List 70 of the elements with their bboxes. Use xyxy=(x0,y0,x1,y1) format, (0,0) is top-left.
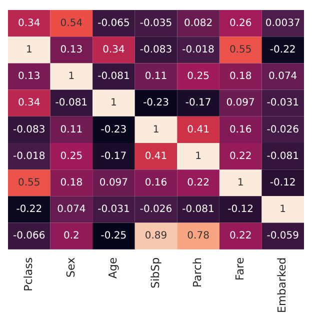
data-label: 0.22 xyxy=(229,150,252,162)
data-label: 0.11 xyxy=(60,124,83,136)
data-label: -0.026 xyxy=(266,124,299,136)
data-label: 0.18 xyxy=(60,177,83,188)
data-label: -0.12 xyxy=(228,204,254,216)
data-label: 0.41 xyxy=(187,124,210,136)
data-label: 0.097 xyxy=(226,98,255,109)
data-label: 0.18 xyxy=(229,71,252,82)
data-label: 0.11 xyxy=(144,71,168,82)
data-label: -0.083 xyxy=(140,44,172,56)
data-label: 0.22 xyxy=(187,177,210,188)
data-label: 0.074 xyxy=(268,71,298,82)
data-label: 1 xyxy=(152,124,160,136)
data-label: 1 xyxy=(26,44,32,56)
x-tick-label: Parch xyxy=(191,257,204,288)
data-label: 1 xyxy=(237,177,244,188)
x-tick-label: Age xyxy=(106,257,120,279)
data-label: -0.026 xyxy=(140,204,172,216)
x-tick-label: Fare xyxy=(233,257,246,280)
data-label: 0.34 xyxy=(18,18,40,29)
data-label: -0.059 xyxy=(266,230,299,242)
data-label: 0.55 xyxy=(18,177,40,188)
data-label: 1 xyxy=(280,204,286,216)
data-label: 0.2 xyxy=(63,230,80,242)
data-label: 0.25 xyxy=(187,71,210,82)
data-label: 0.89 xyxy=(144,230,168,242)
data-label: -0.22 xyxy=(16,204,42,216)
data-label: 0.22 xyxy=(229,230,252,242)
data-label: -0.17 xyxy=(185,98,212,109)
data-label: -0.081 xyxy=(98,71,130,82)
data-label: 0.0037 xyxy=(265,18,300,29)
data-label: 0.34 xyxy=(18,98,40,109)
data-label: 0.074 xyxy=(57,204,86,216)
data-label: -0.12 xyxy=(270,177,296,188)
x-tick-label: Pclass xyxy=(22,257,35,292)
data-label: 0.78 xyxy=(187,230,210,242)
data-label: -0.065 xyxy=(98,18,130,29)
data-label: 0.13 xyxy=(18,71,40,82)
x-tick-label: SibSp xyxy=(148,257,162,288)
data-label: 0.082 xyxy=(184,18,213,29)
data-label: -0.083 xyxy=(13,124,46,136)
data-label: 0.16 xyxy=(229,124,252,136)
data-label: -0.22 xyxy=(270,44,296,56)
data-label: -0.081 xyxy=(266,150,299,162)
data-label: -0.081 xyxy=(55,98,88,109)
data-label: -0.25 xyxy=(100,230,127,242)
data-label: -0.031 xyxy=(98,204,130,216)
data-label: 0.16 xyxy=(144,177,168,188)
x-tick-label: Embarked xyxy=(276,257,289,313)
data-label: -0.066 xyxy=(13,230,46,242)
data-label: 1 xyxy=(110,98,117,109)
data-label: 0.55 xyxy=(229,44,252,56)
data-label: -0.018 xyxy=(13,150,46,162)
data-label: -0.031 xyxy=(266,98,299,109)
data-label: 1 xyxy=(195,150,202,162)
data-label: -0.23 xyxy=(100,124,127,136)
data-label: -0.035 xyxy=(140,18,172,29)
data-label: 0.13 xyxy=(60,44,83,56)
data-label: 0.41 xyxy=(144,150,168,162)
data-label: -0.081 xyxy=(182,204,214,216)
data-label: 0.34 xyxy=(102,44,125,56)
data-label: 0.097 xyxy=(99,177,128,188)
data-label: 1 xyxy=(68,71,75,82)
data-label: 0.25 xyxy=(60,150,83,162)
data-label: 0.26 xyxy=(229,18,252,29)
x-tick-label: Sex xyxy=(64,256,78,278)
data-label: -0.018 xyxy=(182,44,214,56)
data-label: 0.54 xyxy=(60,18,83,29)
data-label: -0.17 xyxy=(100,150,127,162)
data-label: -0.23 xyxy=(143,98,169,109)
